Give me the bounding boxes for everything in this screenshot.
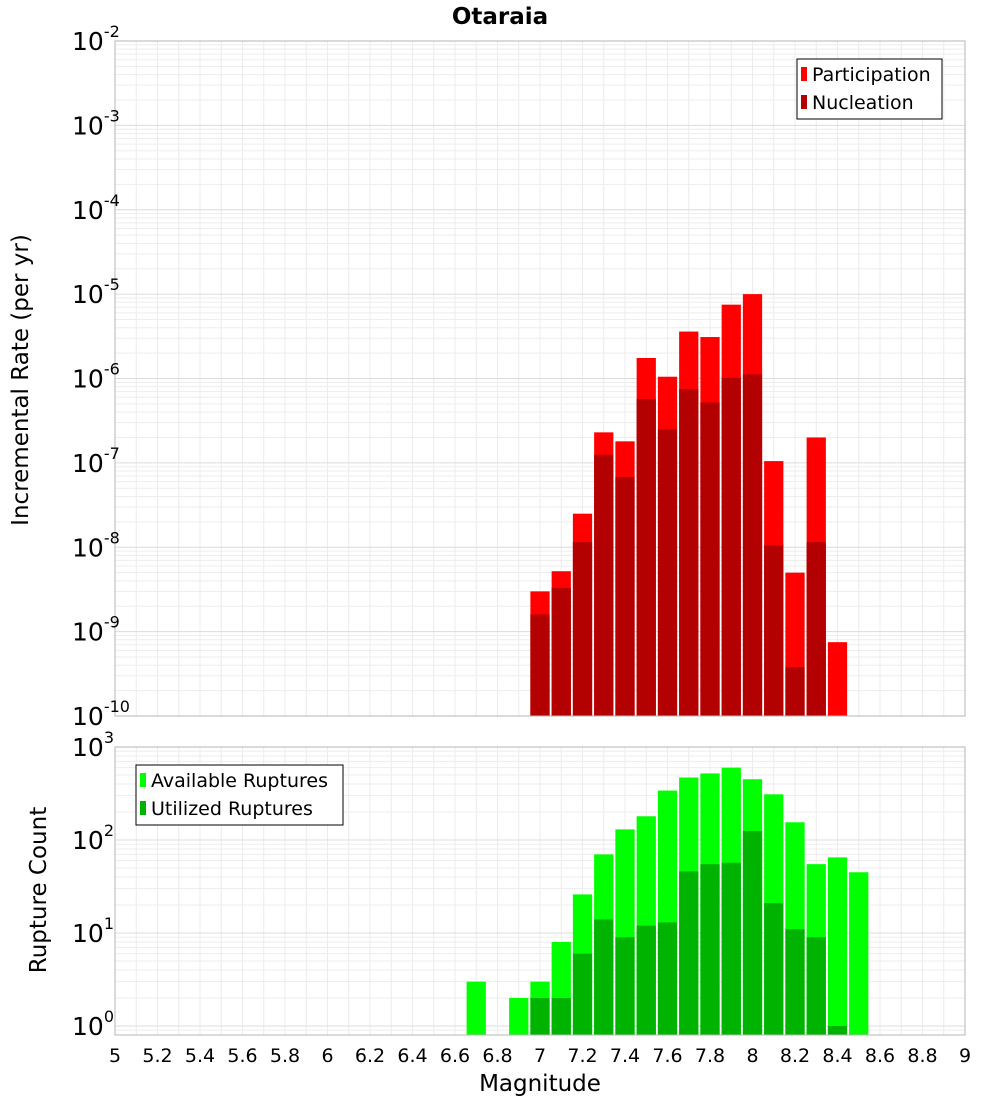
nucleation-bar: [742, 374, 763, 716]
utilized-bar: [530, 997, 550, 1035]
nucleation-bar: [721, 377, 741, 716]
x-tick-labels: 5 5.2 5.4 5.6 5.8 6 6.2 6.4 6.6 6.8 7 7.2 7.4 7.6 7.8 8…: [109, 1045, 971, 1067]
top-legend-box: [796, 58, 943, 120]
legend-label: Nucleation: [812, 92, 914, 114]
legend-swatch: [801, 67, 807, 81]
x-tick-label: 8.2: [780, 1045, 810, 1067]
utilized-bar: [594, 919, 614, 1035]
x-tick-label: 8.6: [865, 1045, 895, 1067]
x-axis-title: Magnitude: [479, 1071, 601, 1097]
utilized-bar: [615, 937, 635, 1035]
x-tick-label: 6.8: [482, 1045, 512, 1067]
utilized-bar: [700, 864, 720, 1035]
y-tick-label: 102: [72, 821, 114, 855]
bottom-plot-border: [114, 746, 966, 1036]
available-bar: [466, 981, 486, 1035]
utilized-bar: [657, 922, 678, 1035]
x-tick-label: 7.6: [652, 1045, 682, 1067]
nucleation-bar: [700, 402, 720, 716]
legend-label: Utilized Ruptures: [151, 798, 313, 820]
bottom-y-axis-title: Rupture Count: [26, 807, 52, 973]
bottom-legend: Available Ruptures Utilized Ruptures: [135, 764, 344, 826]
y-tick-label: 10-9: [72, 613, 120, 647]
x-tick-label: 8.8: [907, 1045, 937, 1067]
top-series-nucleation: [530, 374, 826, 716]
bottom-panel: 103 102 101 100 Available Ruptures Utilized R…: [72, 728, 971, 1067]
top-legend: Participation Nucleation: [796, 58, 943, 120]
nucleation-bar: [551, 587, 571, 716]
y-tick-label: 101: [72, 914, 114, 948]
top-plot-border: [114, 40, 966, 717]
y-tick-label: 10-2: [72, 22, 120, 56]
utilized-bar: [785, 929, 805, 1035]
x-tick-label: 7: [534, 1045, 546, 1067]
y-tick-label: 103: [72, 728, 114, 762]
legend-swatch: [801, 95, 807, 109]
x-tick-label: 7.2: [567, 1045, 597, 1067]
x-tick-label: 5.4: [185, 1045, 215, 1067]
utilized-bar: [806, 937, 826, 1035]
nucleation-bar: [572, 542, 593, 716]
x-tick-label: 7.8: [695, 1045, 725, 1067]
utilized-bar: [721, 862, 741, 1035]
x-tick-label: 6.2: [355, 1045, 385, 1067]
bottom-y-tick-labels: 103 102 101 100: [72, 728, 114, 1041]
legend-label: Participation: [812, 64, 931, 86]
nucleation-bar: [679, 389, 699, 716]
utilized-bar: [827, 1025, 848, 1035]
nucleation-bar: [615, 477, 635, 716]
nucleation-bar: [657, 429, 678, 716]
participation-bar: [827, 642, 848, 716]
x-tick-label: 8: [746, 1045, 758, 1067]
x-tick-label: 7.4: [610, 1045, 640, 1067]
y-tick-label: 10-4: [72, 191, 120, 225]
x-tick-label: 6: [321, 1045, 333, 1067]
nucleation-bar: [594, 454, 614, 716]
top-gridlines: [114, 41, 966, 717]
nucleation-bar: [764, 545, 784, 716]
legend-swatch: [140, 773, 146, 787]
nucleation-bar: [785, 667, 805, 716]
y-tick-label: 10-6: [72, 360, 120, 394]
bottom-series-utilized: [530, 830, 848, 1035]
x-tick-label: 5.2: [142, 1045, 172, 1067]
top-y-axis-title: Incremental Rate (per yr): [8, 234, 34, 526]
available-bar: [849, 872, 869, 1035]
y-tick-label: 100: [72, 1007, 114, 1041]
top-y-tick-labels: 10-2 10-3 10-4 10-5 10-6 10-7 10-8 10-9 10-10: [72, 22, 130, 731]
x-tick-label: 5.6: [227, 1045, 257, 1067]
utilized-bar: [572, 953, 593, 1035]
x-tick-label: 5: [109, 1045, 121, 1067]
x-tick-label: 6.4: [397, 1045, 427, 1067]
chart-title: Otaraia: [452, 4, 548, 30]
y-tick-label: 10-5: [72, 275, 120, 309]
available-bar: [509, 997, 529, 1035]
top-panel: 10-2 10-3 10-4 10-5 10-6 10-7 10-8 10-9 10-10 Par…: [72, 22, 966, 731]
nucleation-bar: [530, 614, 550, 716]
y-tick-label: 10-10: [72, 697, 130, 731]
legend-swatch: [140, 801, 146, 815]
y-tick-label: 10-3: [72, 106, 120, 140]
legend-label: Available Ruptures: [151, 770, 328, 792]
nucleation-bar: [636, 399, 656, 716]
utilized-bar: [764, 903, 784, 1035]
x-tick-label: 9: [959, 1045, 971, 1067]
available-bar: [827, 857, 848, 1035]
x-tick-label: 8.4: [822, 1045, 852, 1067]
utilized-bar: [636, 925, 656, 1035]
y-tick-label: 10-7: [72, 444, 120, 478]
x-tick-label: 6.6: [440, 1045, 470, 1067]
utilized-bar: [742, 830, 763, 1035]
bottom-legend-box: [135, 764, 344, 826]
x-tick-label: 5.8: [270, 1045, 300, 1067]
y-tick-label: 10-8: [72, 528, 120, 562]
utilized-bar: [551, 997, 571, 1035]
nucleation-bar: [806, 542, 826, 716]
utilized-bar: [679, 871, 699, 1035]
